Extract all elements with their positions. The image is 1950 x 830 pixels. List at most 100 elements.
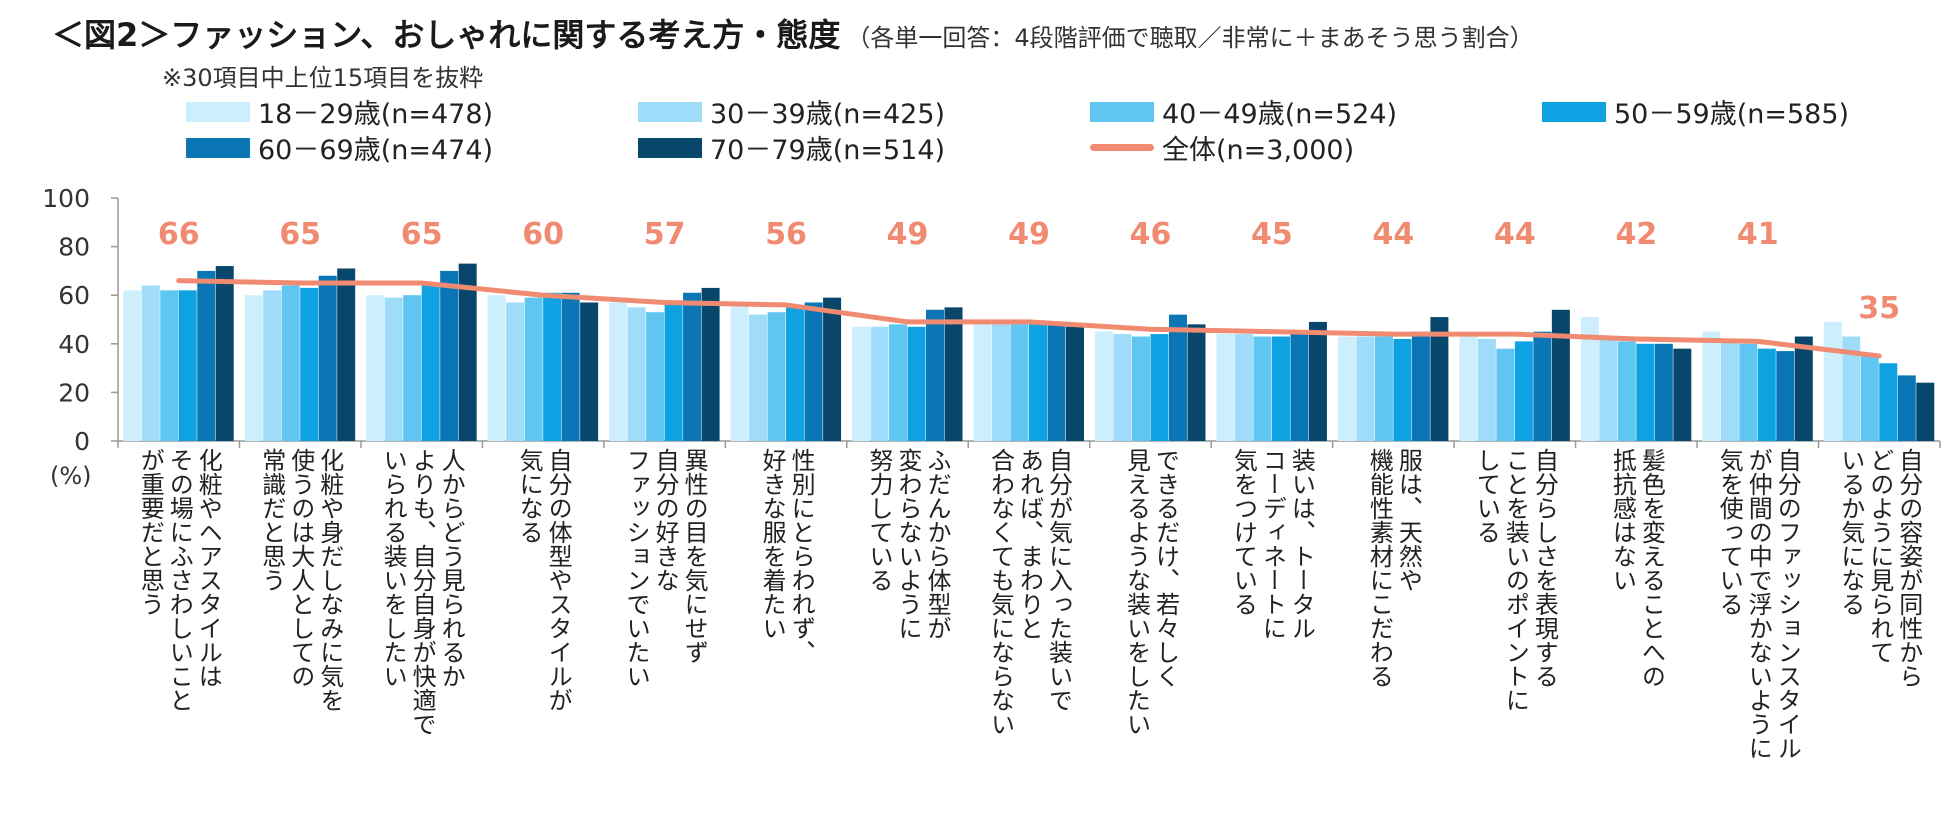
- bar-series5-cat8: [1187, 324, 1206, 441]
- bar-series4-cat13: [1776, 351, 1795, 441]
- total-data-label: 44: [1494, 217, 1536, 252]
- y-tick-label: 0: [74, 427, 90, 456]
- category-label: ふだんから体型が 変わらないように 努力している: [865, 448, 952, 640]
- legend-item-series0: 18－29歳(n=478): [186, 92, 493, 131]
- category-label: 人からどう見られるか よりも、自分自身が快適で いられる装いをしたい: [379, 448, 466, 736]
- chart-title-sub: （各単一回答：4段階評価で聴取／非常に＋まあそう思う割合）: [846, 24, 1534, 52]
- legend-label: 40－49歳(n=524): [1162, 99, 1398, 130]
- bar-series1-cat10: [1356, 336, 1375, 441]
- bar-series5-cat14: [1916, 382, 1935, 441]
- total-data-label: 56: [765, 217, 807, 252]
- bar-series4-cat8: [1168, 314, 1187, 441]
- bar-series2-cat7: [1010, 324, 1029, 441]
- bar-series3-cat12: [1636, 343, 1655, 441]
- bar-series2-cat1: [281, 285, 300, 441]
- total-data-label: 65: [401, 217, 443, 252]
- legend-line-swatch: [1090, 144, 1154, 151]
- bar-series4-cat9: [1290, 334, 1309, 441]
- y-tick-label: 100: [42, 184, 90, 213]
- legend-label: 60－69歳(n=474): [258, 135, 494, 166]
- bar-series4-cat10: [1411, 331, 1430, 441]
- bar-series5-cat10: [1430, 317, 1449, 441]
- bar-series3-cat9: [1271, 336, 1290, 441]
- bar-series3-cat0: [178, 290, 197, 441]
- bar-series1-cat5: [749, 314, 768, 441]
- category-label: 自分のファッションスタイル が仲間の中で浮かないように 気を使っている: [1715, 448, 1802, 760]
- bar-series2-cat11: [1496, 348, 1515, 441]
- total-data-label: 44: [1373, 217, 1415, 252]
- category-label: 化粧やヘアスタイルは その場にふさわしいこと が重要だと思う: [136, 448, 223, 712]
- bar-series0-cat2: [366, 295, 385, 441]
- chart-title: ＜図2＞ファッション、おしゃれに関する考え方・態度 （各単一回答：4段階評価で聴取…: [52, 10, 1534, 56]
- legend-swatch: [638, 101, 702, 122]
- bar-series3-cat7: [1029, 324, 1047, 441]
- bar-series5-cat9: [1308, 321, 1327, 441]
- bar-series0-cat13: [1702, 331, 1721, 441]
- category-label: 自分が気に入った装いで あれば、まわりと 合わなくても気にならない: [986, 448, 1073, 736]
- bar-series4-cat6: [926, 309, 945, 441]
- legend-swatch: [186, 101, 250, 122]
- bar-series3-cat4: [664, 302, 683, 441]
- bar-series3-cat11: [1514, 341, 1533, 441]
- bar-series2-cat5: [767, 312, 786, 441]
- bar-series0-cat5: [730, 302, 749, 441]
- bar-series5-cat4: [701, 287, 720, 441]
- bar-series1-cat9: [1234, 334, 1253, 441]
- bar-series3-cat8: [1150, 334, 1169, 441]
- legend-label: 全体(n=3,000): [1162, 135, 1355, 166]
- bar-series4-cat5: [804, 302, 823, 441]
- bar-series2-cat6: [889, 324, 908, 441]
- bar-series1-cat7: [992, 324, 1010, 441]
- bar-series3-cat6: [907, 326, 926, 441]
- bar-series0-cat9: [1216, 334, 1235, 441]
- y-tick-label: 80: [58, 233, 90, 262]
- bar-series4-cat3: [561, 292, 580, 441]
- legend-label: 70－79歳(n=514): [710, 135, 946, 166]
- bar-series0-cat3: [487, 295, 506, 441]
- total-data-label: 42: [1615, 217, 1657, 252]
- bar-series5-cat0: [215, 266, 234, 441]
- bar-series1-cat14: [1842, 336, 1861, 441]
- bar-series5-cat13: [1794, 336, 1813, 441]
- bar-series5-cat7: [1066, 326, 1084, 441]
- bar-series5-cat1: [337, 268, 356, 441]
- bar-series5-cat6: [944, 307, 963, 441]
- legend-swatch: [638, 137, 702, 158]
- category-label: 自分らしさを表現する ことを装いのポイントに している: [1472, 448, 1559, 712]
- legend-swatch: [1542, 101, 1606, 122]
- legend-item-total: 全体(n=3,000): [1090, 128, 1354, 167]
- legend-swatch: [186, 137, 250, 158]
- bar-series4-cat4: [683, 292, 702, 441]
- legend-item-series4: 60－69歳(n=474): [186, 128, 493, 167]
- bar-series3-cat5: [786, 307, 805, 441]
- legend-item-series3: 50－59歳(n=585): [1542, 92, 1849, 131]
- bar-series3-cat3: [543, 292, 562, 441]
- legend-item-series2: 40－49歳(n=524): [1090, 92, 1397, 131]
- bar-series2-cat9: [1253, 336, 1272, 441]
- bar-series2-cat12: [1617, 341, 1636, 441]
- category-label: 服は、天然や 機能性素材にこだわる: [1365, 448, 1423, 688]
- bar-series4-cat7: [1047, 324, 1066, 441]
- category-label: 化粧や身だしなみに気を 使うのは大人としての 常識だと思う: [257, 448, 344, 712]
- legend-label: 50－59歳(n=585): [1614, 99, 1850, 130]
- category-label: 髪色を変えることへの 抵抗感はない: [1608, 448, 1666, 688]
- bar-series1-cat2: [384, 297, 403, 441]
- y-axis-unit: (%): [50, 462, 92, 490]
- bar-series5-cat11: [1551, 309, 1570, 441]
- total-data-label: 46: [1130, 217, 1172, 252]
- total-data-label: 66: [158, 217, 200, 252]
- bar-series0-cat11: [1459, 334, 1478, 441]
- total-data-label: 49: [887, 217, 929, 252]
- total-data-label: 65: [279, 217, 321, 252]
- bar-series1-cat1: [263, 290, 282, 441]
- category-label: 異性の目を気にせず 自分の好きな ファッションでいたい: [622, 448, 709, 688]
- total-data-label: 60: [522, 217, 564, 252]
- bar-series5-cat3: [580, 302, 599, 441]
- bar-series0-cat6: [852, 326, 871, 441]
- total-data-label: 35: [1858, 291, 1900, 326]
- bar-series2-cat13: [1739, 343, 1758, 441]
- bar-series2-cat8: [1131, 336, 1150, 441]
- bar-series1-cat0: [141, 285, 160, 441]
- bar-series5-cat5: [823, 297, 842, 441]
- bar-series3-cat2: [421, 285, 440, 441]
